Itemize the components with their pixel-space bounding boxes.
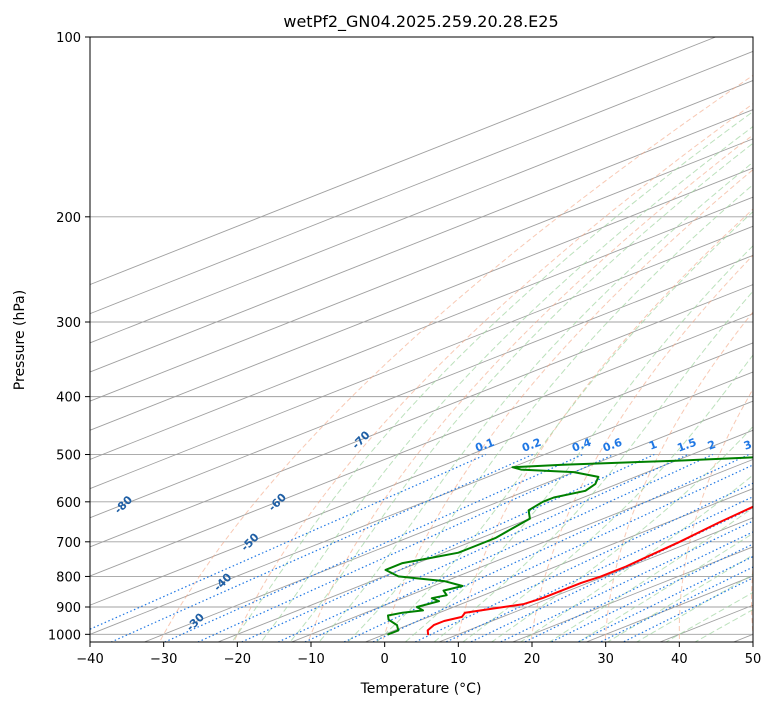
chart-axes: −40 −30 −20 −10 0 10 20 30 40 50 100 200 300 400 500 60… [48,31,761,667]
x-tick-label: 0 [381,652,389,667]
isotherm-line [90,371,753,635]
isotherm-line [365,488,753,642]
dry-adiabat [530,254,753,642]
y-tick-label: 600 [56,496,81,511]
x-tick-label: 40 [671,652,688,667]
y-tick-label: 1000 [48,628,81,643]
moist-adiabat [433,290,753,642]
mixing-ratio-line [240,453,655,642]
mixing-ratio-label: 1 [647,438,659,453]
dry-adiabat [233,103,753,642]
mixing-ratio-line [523,531,753,642]
mixing-ratio-label: 0.1 [473,436,496,455]
mixing-ratio-line [599,566,753,642]
mixing-ratio-line [276,453,689,642]
dry-adiabat [751,562,753,640]
y-tick-label: 400 [56,391,81,406]
isotherm-line [90,284,753,548]
isotherm-line [90,138,753,402]
mixing-ratio-label: 4 [769,438,775,453]
plot-background [90,37,753,642]
mixing-ratio-line [549,543,753,642]
isotherm-line [90,342,753,606]
mixing-ratio-line [444,496,753,642]
y-tick-label: 300 [56,316,81,331]
isotherm-line [291,458,753,642]
x-tick-label: 30 [597,652,614,667]
x-tick-label: −10 [297,652,324,667]
plot-frame [89,36,754,643]
mixing-ratio-label: 0.4 [570,436,593,455]
mixing-ratio-line [303,453,714,642]
dry-adiabat [158,74,753,642]
isotherm-line [90,109,753,373]
x-tick-label: −40 [76,652,103,667]
isotherm-line [217,429,753,642]
mixing-ratio-line [90,453,487,630]
isotherm-line [90,313,753,577]
chart-series [384,456,753,636]
moist-adiabat [318,161,753,642]
isotherm-line [90,37,716,286]
moist-adiabat [231,110,753,642]
x-tick-label: 10 [450,652,467,667]
isotherm-line [90,50,753,315]
chart-title: wetPf2_GN04.2025.259.20.28.E25 [283,12,558,32]
isotherm-label: 40 [760,589,775,609]
dry-adiabat [456,208,753,642]
isotherm-line [438,517,753,642]
moist-adiabat [548,507,753,642]
y-axis-label: Pressure (hPa) [12,290,28,390]
dry-adiabat [307,134,753,642]
dry-adiabat [381,169,753,642]
isotherm-line [90,196,753,460]
moist-adiabat [375,211,753,642]
y-tick-label: 700 [56,536,81,551]
mixing-ratio-line [621,577,753,642]
mixing-ratio-line [413,482,753,642]
y-tick-label: 100 [56,31,81,46]
mixing-ratio-line [109,453,534,642]
moist-adiabat [664,591,753,642]
x-tick-label: 20 [524,652,541,667]
moist-adiabat [606,554,753,642]
isotherm-line [90,254,753,519]
x-axis-label: Temperature (°C) [360,681,482,697]
mixing-ratio-label: 0.2 [520,436,543,455]
moist-adiabat [635,573,753,642]
dewpoint-profile-line [384,456,753,636]
mixing-ratio-label: 1.5 [675,436,698,455]
mixing-ratio-line [576,555,753,642]
mixing-ratio-label: 0.6 [601,436,624,455]
isotherm-line [90,80,753,344]
moist-adiabat [260,125,753,642]
temperature-profile-line [426,505,753,636]
y-tick-label: 500 [56,449,81,464]
isotherm-line [90,167,753,431]
mixing-ratio-line [342,453,750,642]
mixing-ratio-label: 3 [742,438,754,453]
chart-grid [90,37,753,642]
x-tick-label: −30 [150,652,177,667]
x-tick-label: −20 [224,652,251,667]
y-tick-label: 800 [56,570,81,585]
y-tick-label: 900 [56,601,81,616]
moist-adiabat [289,142,753,642]
y-tick-label: 200 [56,211,81,226]
isotherm-line [90,225,753,490]
mixing-ratio-label: 2 [706,438,718,453]
moist-adiabat [404,245,753,642]
x-tick-label: 50 [745,652,762,667]
